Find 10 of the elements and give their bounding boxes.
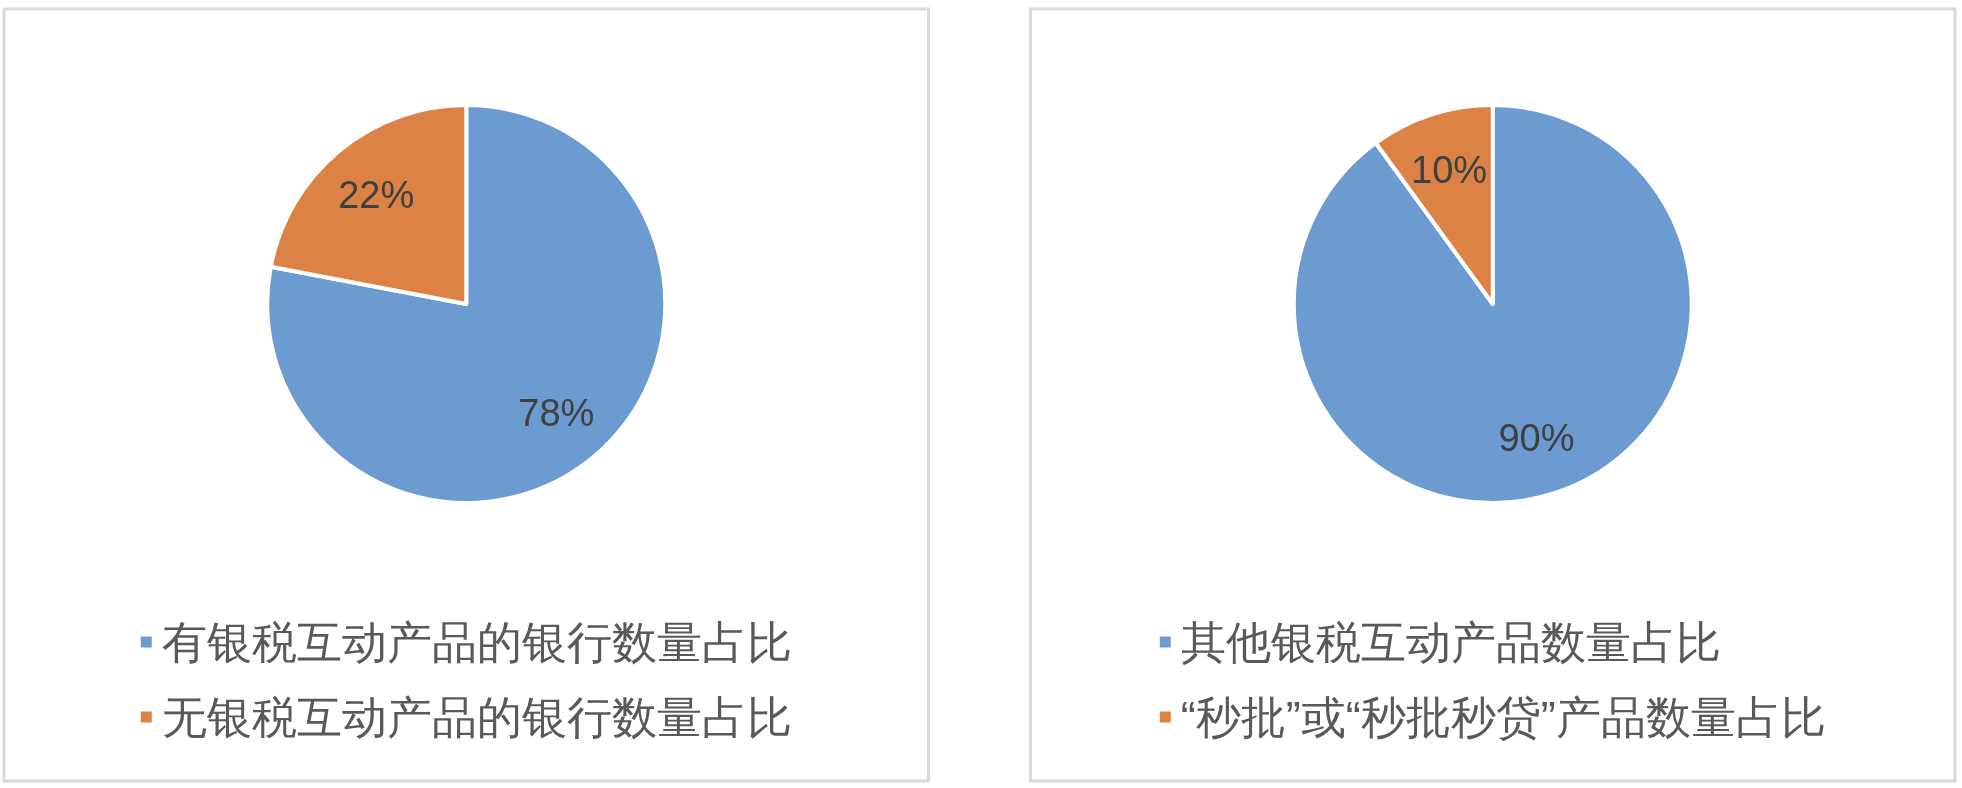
data-label: 10% [1411, 148, 1488, 191]
data-label: 90% [1498, 417, 1575, 460]
legend-label: 无银税互动产品的银行数量占比 [161, 691, 792, 743]
legend: 有银税互动产品的银行数量占比 无银税互动产品的银行数量占比 [140, 616, 792, 743]
legend: 其他银税互动产品数量占比 “秒批”或“秒批秒贷”产品数量占比 [1159, 616, 1826, 743]
legend-label: 其他银税互动产品数量占比 [1180, 616, 1721, 668]
legend-label: “秒批”或“秒批秒贷”产品数量占比 [1180, 691, 1826, 743]
legend-label: 有银税互动产品的银行数量占比 [161, 616, 792, 668]
data-label: 78% [518, 391, 595, 434]
data-label: 22% [338, 174, 415, 217]
